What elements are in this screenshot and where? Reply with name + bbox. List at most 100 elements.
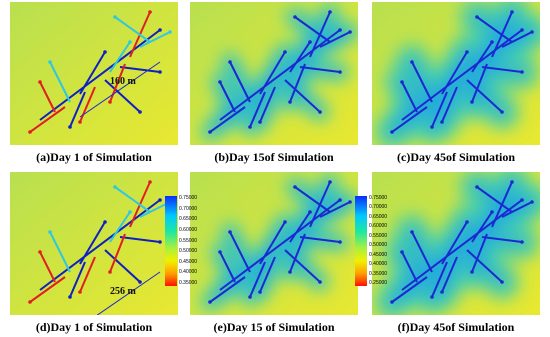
- pipe: [299, 66, 341, 73]
- pipe: [471, 233, 488, 273]
- pipe: [401, 251, 418, 283]
- caption: (b)Day 15of Simulation: [214, 150, 334, 164]
- pipe: [209, 276, 246, 303]
- node: [68, 295, 72, 299]
- node: [148, 180, 152, 184]
- node: [410, 60, 414, 64]
- simulation-image: [190, 2, 358, 145]
- pipe: [294, 16, 331, 43]
- node: [465, 220, 469, 224]
- node: [520, 70, 524, 74]
- pipe: [29, 106, 66, 133]
- simulation-image: [372, 172, 540, 315]
- pipe: [391, 106, 428, 133]
- colorbar-labels: 0.75000 0.70000 0.65000 0.60000 0.55000 0.500…: [369, 196, 387, 286]
- node: [520, 28, 524, 32]
- node: [158, 28, 162, 32]
- node: [500, 280, 504, 284]
- pipe: [29, 276, 66, 303]
- node: [510, 180, 514, 184]
- node: [530, 200, 534, 204]
- pipe: [481, 236, 523, 243]
- pipe: [289, 233, 306, 273]
- node: [78, 290, 82, 294]
- node: [530, 30, 534, 34]
- colorbar-label: 0.70000: [369, 204, 388, 211]
- pipe: [319, 201, 351, 218]
- node: [293, 15, 297, 19]
- pipe: [119, 66, 161, 73]
- colorbar-label: 0.35000: [369, 270, 388, 277]
- node: [38, 80, 42, 84]
- node: [228, 230, 232, 234]
- scale-arrow: [79, 61, 161, 118]
- node: [108, 270, 112, 274]
- pipe: [109, 63, 126, 103]
- node: [168, 30, 172, 34]
- background: [10, 2, 178, 145]
- node: [308, 210, 312, 214]
- pipe: [39, 81, 56, 113]
- colorbar-label: 0.60000: [369, 223, 388, 230]
- pipe: [119, 236, 161, 243]
- pipe: [69, 91, 86, 128]
- simulation-image: [190, 172, 358, 315]
- pipe: [39, 251, 56, 283]
- pipe: [209, 106, 246, 133]
- node: [283, 220, 287, 224]
- pipe: [431, 91, 448, 128]
- caption: (c)Day 45of Simulation: [397, 150, 515, 164]
- pipe: [259, 51, 286, 95]
- node: [390, 130, 394, 134]
- node: [338, 28, 342, 32]
- node: [113, 15, 117, 19]
- pipe: [431, 261, 448, 298]
- node: [128, 40, 132, 44]
- pipe: [249, 261, 266, 298]
- node: [138, 110, 142, 114]
- pipe: [441, 51, 468, 95]
- node: [113, 185, 117, 189]
- node: [470, 270, 474, 274]
- node: [490, 210, 494, 214]
- colorbar-label: 0.45000: [179, 258, 198, 265]
- node: [348, 200, 352, 204]
- scale-label: 160 m: [110, 76, 137, 87]
- caption: (a)Day 1 of Simulation: [36, 150, 152, 164]
- node: [138, 280, 142, 284]
- pipe: [401, 199, 523, 291]
- pipe: [79, 86, 96, 123]
- node: [475, 15, 479, 19]
- pipe: [471, 63, 488, 103]
- node: [48, 230, 52, 234]
- pipe: [284, 249, 321, 283]
- node: [410, 230, 414, 234]
- node: [158, 70, 162, 74]
- node: [465, 50, 469, 54]
- caption: (d)Day 1 of Simulation: [35, 320, 153, 334]
- pipe: [79, 51, 106, 95]
- pipe: [289, 63, 306, 103]
- pipe: [219, 81, 236, 113]
- pipe: [219, 29, 341, 121]
- caption: (e)Day 15 of Simulation: [213, 320, 335, 334]
- pipe: [39, 29, 161, 121]
- node: [218, 250, 222, 254]
- node: [283, 50, 287, 54]
- pipe: [391, 276, 428, 303]
- node: [440, 120, 444, 124]
- pipe: [109, 41, 131, 73]
- node: [258, 290, 262, 294]
- colorbar-label: 0.35000: [179, 280, 198, 286]
- pipe: [114, 186, 151, 213]
- node: [48, 60, 52, 64]
- pipe: [401, 29, 523, 121]
- node: [103, 220, 107, 224]
- pipe: [471, 211, 493, 243]
- node: [288, 270, 292, 274]
- colorbar-label: 0.65000: [369, 213, 388, 220]
- pipe: [229, 61, 251, 103]
- pipe: [79, 221, 106, 265]
- node: [258, 120, 262, 124]
